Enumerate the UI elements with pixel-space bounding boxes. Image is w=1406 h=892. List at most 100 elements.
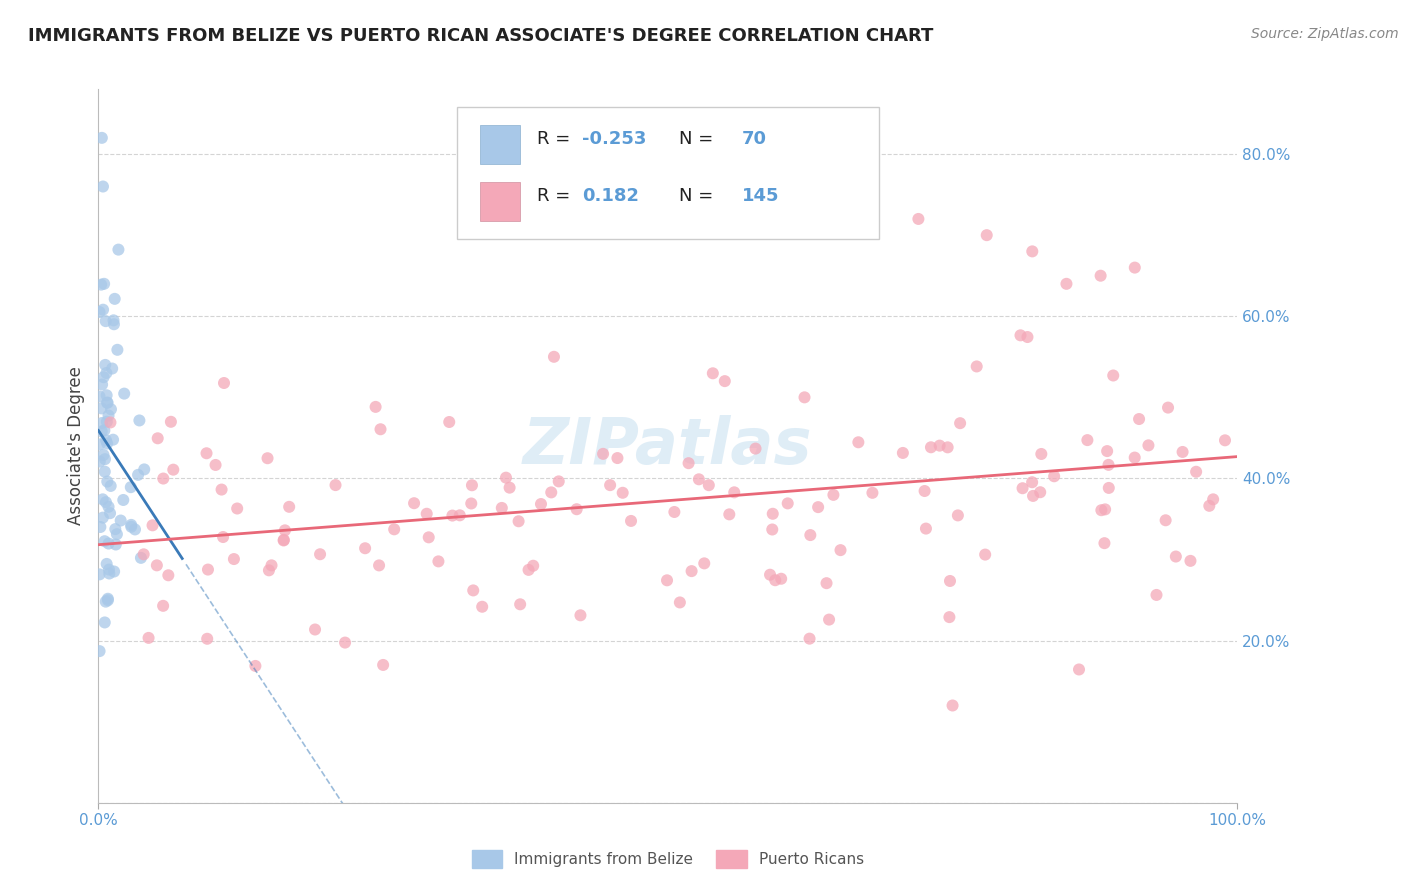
- Point: [94, 495, 117, 509]
- Point: [1090, 503, 1112, 517]
- Point: [1011, 481, 1033, 495]
- Point: [915, 522, 938, 536]
- Point: [718, 508, 741, 522]
- Point: [370, 422, 392, 436]
- Point: [664, 505, 686, 519]
- Point: [612, 485, 634, 500]
- Point: [439, 415, 461, 429]
- Point: [495, 470, 517, 484]
- Point: [97, 500, 120, 514]
- Point: [1022, 489, 1045, 503]
- Point: [1123, 450, 1146, 465]
- Point: [592, 447, 614, 461]
- Point: [508, 514, 530, 528]
- Point: [107, 243, 129, 257]
- Point: [702, 366, 724, 380]
- Point: [1090, 268, 1112, 283]
- Point: [606, 451, 628, 466]
- Point: [1180, 554, 1202, 568]
- Point: [211, 483, 233, 497]
- Point: [830, 543, 852, 558]
- Point: [354, 541, 377, 556]
- Point: [1095, 444, 1118, 458]
- Point: [104, 522, 127, 536]
- Point: [471, 599, 494, 614]
- Point: [620, 514, 643, 528]
- Point: [1054, 277, 1078, 291]
- Point: [427, 554, 450, 568]
- Point: [1171, 445, 1194, 459]
- Point: [966, 359, 988, 374]
- Point: [368, 558, 391, 573]
- Point: [1017, 330, 1039, 344]
- Point: [90, 425, 112, 439]
- Point: [89, 437, 111, 451]
- Point: [1198, 499, 1220, 513]
- Point: [498, 481, 520, 495]
- Point: [891, 446, 914, 460]
- Point: [98, 506, 121, 520]
- Point: [1213, 434, 1236, 448]
- Text: 145: 145: [742, 187, 779, 205]
- Point: [920, 440, 942, 454]
- Point: [90, 277, 112, 292]
- Point: [105, 343, 128, 357]
- Point: [273, 533, 295, 548]
- Point: [152, 599, 174, 613]
- Point: [93, 370, 115, 384]
- Point: [94, 452, 117, 467]
- Point: [89, 454, 111, 468]
- Text: Source: ZipAtlas.com: Source: ZipAtlas.com: [1251, 27, 1399, 41]
- Point: [569, 608, 592, 623]
- Point: [94, 358, 117, 372]
- Point: [152, 471, 174, 485]
- Point: [89, 305, 111, 319]
- Point: [1097, 458, 1119, 472]
- Point: [565, 502, 588, 516]
- Point: [669, 595, 692, 609]
- Point: [655, 574, 678, 588]
- Point: [96, 415, 118, 429]
- Point: [759, 567, 782, 582]
- Point: [463, 583, 485, 598]
- Point: [371, 657, 394, 672]
- Point: [134, 462, 156, 476]
- Point: [93, 423, 115, 437]
- Point: [112, 493, 135, 508]
- Point: [1029, 485, 1052, 500]
- Point: [120, 480, 142, 494]
- Point: [517, 563, 540, 577]
- Point: [460, 496, 482, 510]
- Point: [128, 413, 150, 427]
- Point: [89, 390, 111, 404]
- Point: [204, 458, 226, 472]
- Point: [382, 522, 405, 536]
- Point: [846, 435, 869, 450]
- Point: [364, 400, 387, 414]
- Point: [93, 448, 115, 462]
- Point: [543, 350, 565, 364]
- Point: [96, 395, 118, 409]
- Point: [1010, 328, 1032, 343]
- Point: [441, 508, 464, 523]
- Point: [946, 508, 969, 523]
- Point: [98, 566, 121, 581]
- Point: [129, 550, 152, 565]
- Point: [89, 567, 111, 582]
- Point: [823, 488, 845, 502]
- Point: [96, 436, 118, 450]
- Point: [333, 635, 356, 649]
- Point: [1164, 549, 1187, 564]
- Point: [714, 374, 737, 388]
- FancyBboxPatch shape: [457, 107, 879, 239]
- Point: [212, 530, 235, 544]
- Point: [304, 623, 326, 637]
- Point: [1137, 438, 1160, 452]
- Point: [146, 431, 169, 445]
- Point: [1043, 469, 1066, 483]
- Point: [260, 558, 283, 573]
- Point: [101, 361, 124, 376]
- Point: [104, 537, 127, 551]
- Point: [110, 514, 132, 528]
- Point: [807, 500, 830, 515]
